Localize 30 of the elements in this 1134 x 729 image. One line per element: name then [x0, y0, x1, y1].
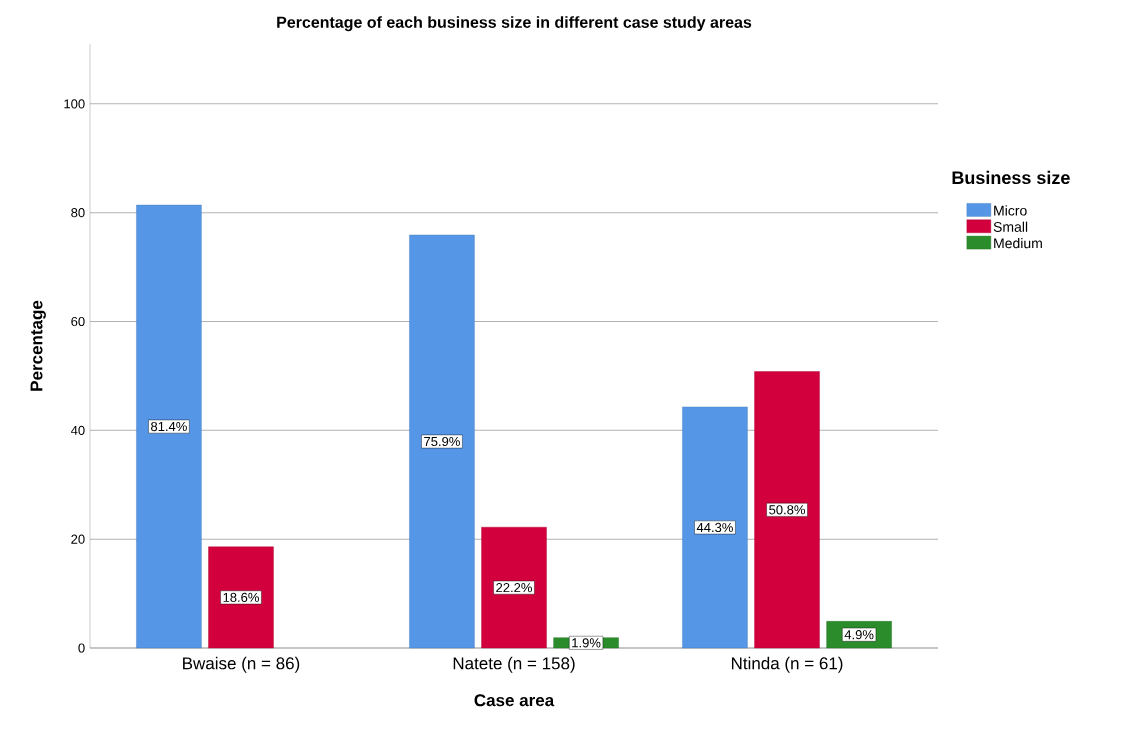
bar — [481, 527, 547, 649]
legend-label: Micro — [994, 205, 1027, 216]
data-label: 81.4% — [151, 421, 187, 432]
data-label: 18.6% — [223, 592, 259, 602]
legend-label: Small — [993, 221, 1028, 232]
y-axis-title: Percentage — [30, 300, 46, 391]
bar — [136, 204, 202, 649]
data-label: 75.9% — [424, 436, 460, 447]
x-tick-label: Ntinda (n = 61) — [731, 656, 843, 673]
x-tick-label: Natete (n = 158) — [453, 656, 575, 673]
bar — [682, 406, 748, 649]
data-label: 1.9% — [572, 638, 601, 648]
y-tick-label: 0 — [78, 643, 85, 653]
legend-title: Business size — [952, 170, 1070, 185]
data-label: 4.9% — [844, 630, 874, 640]
y-tick-label: 20 — [71, 534, 85, 544]
y-tick-label: 80 — [71, 208, 85, 218]
chart-title: Percentage of each business size in different case study areas — [277, 16, 752, 32]
x-tick-label: Bwaise (n = 86) — [183, 656, 300, 673]
data-label: 22.2% — [496, 583, 532, 593]
bar — [208, 546, 274, 649]
bar — [409, 234, 475, 649]
data-label: 44.3% — [696, 522, 733, 533]
data-label: 50.8% — [769, 505, 805, 515]
x-axis-title: Case area — [474, 694, 555, 707]
y-tick-label: 60 — [71, 316, 85, 327]
y-tick-label: 40 — [70, 425, 85, 435]
y-tick-label: 100 — [64, 99, 85, 109]
legend-label: Medium — [994, 237, 1042, 249]
bar — [754, 371, 820, 649]
